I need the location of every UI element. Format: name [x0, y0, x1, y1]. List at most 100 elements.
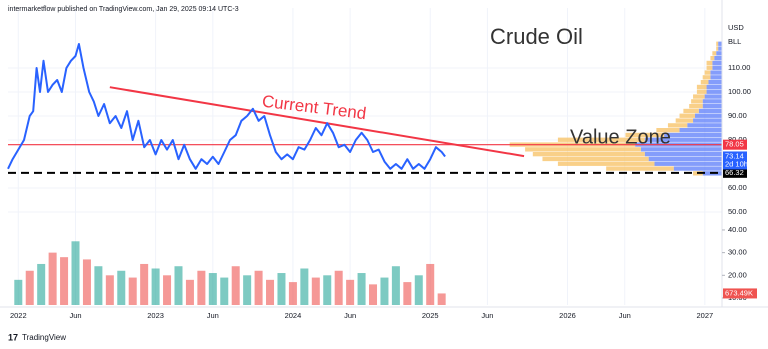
- x-tick-label: 2023: [147, 311, 164, 320]
- profile-down: [693, 94, 705, 99]
- profile-down: [706, 60, 713, 66]
- volume-bar: [311, 277, 320, 305]
- volume-bar: [231, 266, 240, 305]
- volume-bar: [346, 279, 355, 305]
- volume-bar: [220, 277, 229, 305]
- volume-bar: [414, 275, 423, 305]
- profile-down: [683, 108, 699, 114]
- plot-area: [7, 8, 722, 305]
- profile-up: [712, 60, 722, 66]
- profile-down: [532, 152, 645, 157]
- profile-down: [710, 56, 715, 61]
- volume-bar: [163, 275, 172, 305]
- profile-down: [606, 166, 674, 171]
- header: intermarketflow published on TradingView…: [8, 6, 239, 13]
- volume-bar: [140, 263, 149, 305]
- volume-bar: [426, 263, 435, 305]
- volume-bar: [60, 257, 69, 305]
- volume-bar: [254, 270, 263, 305]
- volume-bar: [380, 277, 389, 305]
- y2-tick-label: 20.00: [728, 270, 747, 279]
- profile-up: [710, 75, 722, 80]
- volume-bar: [117, 270, 126, 305]
- profile-down: [706, 65, 713, 70]
- level-box: [723, 167, 747, 178]
- y-tick-label: 80.00: [728, 135, 747, 144]
- profile-down: [716, 46, 719, 51]
- profile-up: [693, 118, 722, 123]
- profile-up: [718, 46, 722, 51]
- profile-down: [557, 137, 645, 142]
- volume-bar: [334, 270, 343, 305]
- volume-bar: [174, 266, 183, 305]
- last-price-countdown: 2d 10h: [725, 159, 748, 168]
- volume-bar: [37, 263, 46, 305]
- volume-label-box: [723, 288, 757, 299]
- volume-bar: [185, 279, 194, 305]
- profile-up: [708, 80, 722, 85]
- level-box: [723, 139, 747, 150]
- volume-bar: [357, 273, 366, 305]
- volume-bar: [288, 282, 297, 305]
- price-line: [7, 43, 446, 170]
- volume-bar: [94, 266, 103, 305]
- volume-bar: [323, 275, 332, 305]
- x-tick-label: Jun: [344, 311, 356, 320]
- profile-down: [625, 132, 665, 138]
- profile-down: [542, 156, 649, 162]
- profile-up: [648, 156, 722, 162]
- profile-down: [679, 113, 695, 118]
- profile-up: [673, 166, 722, 171]
- chart-title: Crude Oil: [490, 24, 583, 49]
- profile-down: [689, 104, 703, 109]
- profile-up: [710, 70, 722, 75]
- profile-down: [696, 84, 707, 90]
- y-tick-label: 90.00: [728, 111, 747, 120]
- profile-up: [698, 108, 722, 114]
- axis-unit: USD: [728, 23, 744, 32]
- profile-up: [694, 113, 722, 118]
- volume-bar: [71, 241, 80, 305]
- y-tick-label: 50.00: [728, 207, 747, 216]
- volume-bar: [82, 259, 91, 305]
- level-label: 78.05: [725, 140, 744, 149]
- volume-bar: [437, 293, 446, 305]
- volume-bar: [105, 275, 114, 305]
- profile-down: [675, 118, 694, 123]
- x-tick-label: 2022: [10, 311, 27, 320]
- profile-up: [654, 161, 722, 166]
- volume-bar: [25, 270, 34, 305]
- profile-up: [702, 104, 722, 109]
- volume-bar: [14, 279, 23, 305]
- profile-down: [712, 51, 717, 56]
- volume-bar: [266, 279, 275, 305]
- profile-up: [679, 128, 722, 133]
- profile-down: [702, 75, 711, 80]
- trend-line: [109, 86, 525, 158]
- x-tick-label: 2026: [559, 311, 576, 320]
- level-label: 66.32: [725, 168, 744, 177]
- profile-up: [644, 137, 722, 142]
- volume-bar: [48, 252, 57, 305]
- volume-bar: [151, 268, 160, 305]
- profile-up: [704, 94, 722, 99]
- x-tick-label: 2025: [422, 311, 439, 320]
- volume-bar: [391, 266, 400, 305]
- y2-tick-label: 30.00: [728, 248, 747, 257]
- volume-bar: [243, 275, 252, 305]
- y-tick-label: 100.00: [728, 87, 751, 96]
- profile-down: [704, 70, 711, 75]
- profile-down: [525, 147, 641, 152]
- volume-bar: [208, 273, 217, 305]
- profile-up: [702, 99, 722, 104]
- logo: 17: [8, 332, 18, 342]
- x-tick-label: Jun: [207, 311, 219, 320]
- profile-up: [640, 147, 722, 152]
- volume-bar: [128, 277, 137, 305]
- profile-down: [656, 128, 680, 133]
- volume-bar: [277, 273, 286, 305]
- y-tick-label: 60.00: [728, 183, 747, 192]
- last-price-label: 73.14: [725, 151, 744, 160]
- x-tick-label: 2024: [285, 311, 302, 320]
